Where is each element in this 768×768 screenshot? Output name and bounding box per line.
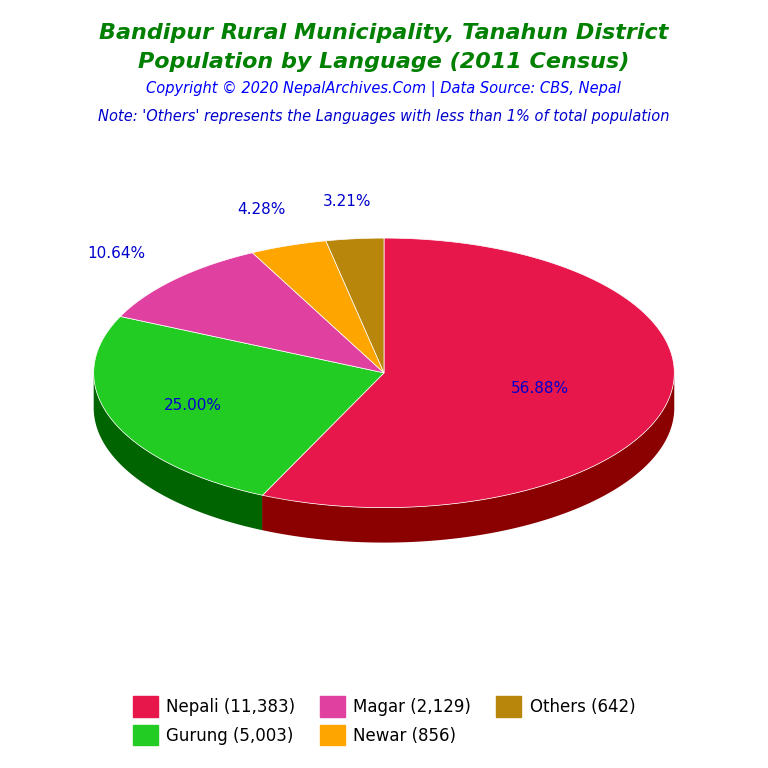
Polygon shape: [263, 375, 674, 542]
Polygon shape: [94, 316, 384, 495]
Polygon shape: [263, 373, 384, 530]
Text: 4.28%: 4.28%: [237, 203, 286, 217]
Polygon shape: [94, 373, 263, 530]
Text: 56.88%: 56.88%: [511, 381, 569, 396]
Text: Population by Language (2011 Census): Population by Language (2011 Census): [138, 52, 630, 72]
Legend: Nepali (11,383), Gurung (5,003), Magar (2,129), Newar (856), Others (642): Nepali (11,383), Gurung (5,003), Magar (…: [126, 690, 642, 752]
Polygon shape: [253, 241, 384, 373]
Polygon shape: [263, 373, 384, 530]
Text: Copyright © 2020 NepalArchives.Com | Data Source: CBS, Nepal: Copyright © 2020 NepalArchives.Com | Dat…: [147, 81, 621, 97]
Polygon shape: [121, 253, 384, 373]
Text: Note: 'Others' represents the Languages with less than 1% of total population: Note: 'Others' represents the Languages …: [98, 109, 670, 124]
Polygon shape: [263, 238, 674, 508]
Text: 10.64%: 10.64%: [87, 246, 145, 261]
Text: 25.00%: 25.00%: [164, 398, 223, 413]
Text: 3.21%: 3.21%: [323, 194, 371, 209]
Text: Bandipur Rural Municipality, Tanahun District: Bandipur Rural Municipality, Tanahun Dis…: [99, 23, 669, 43]
Polygon shape: [326, 238, 384, 373]
